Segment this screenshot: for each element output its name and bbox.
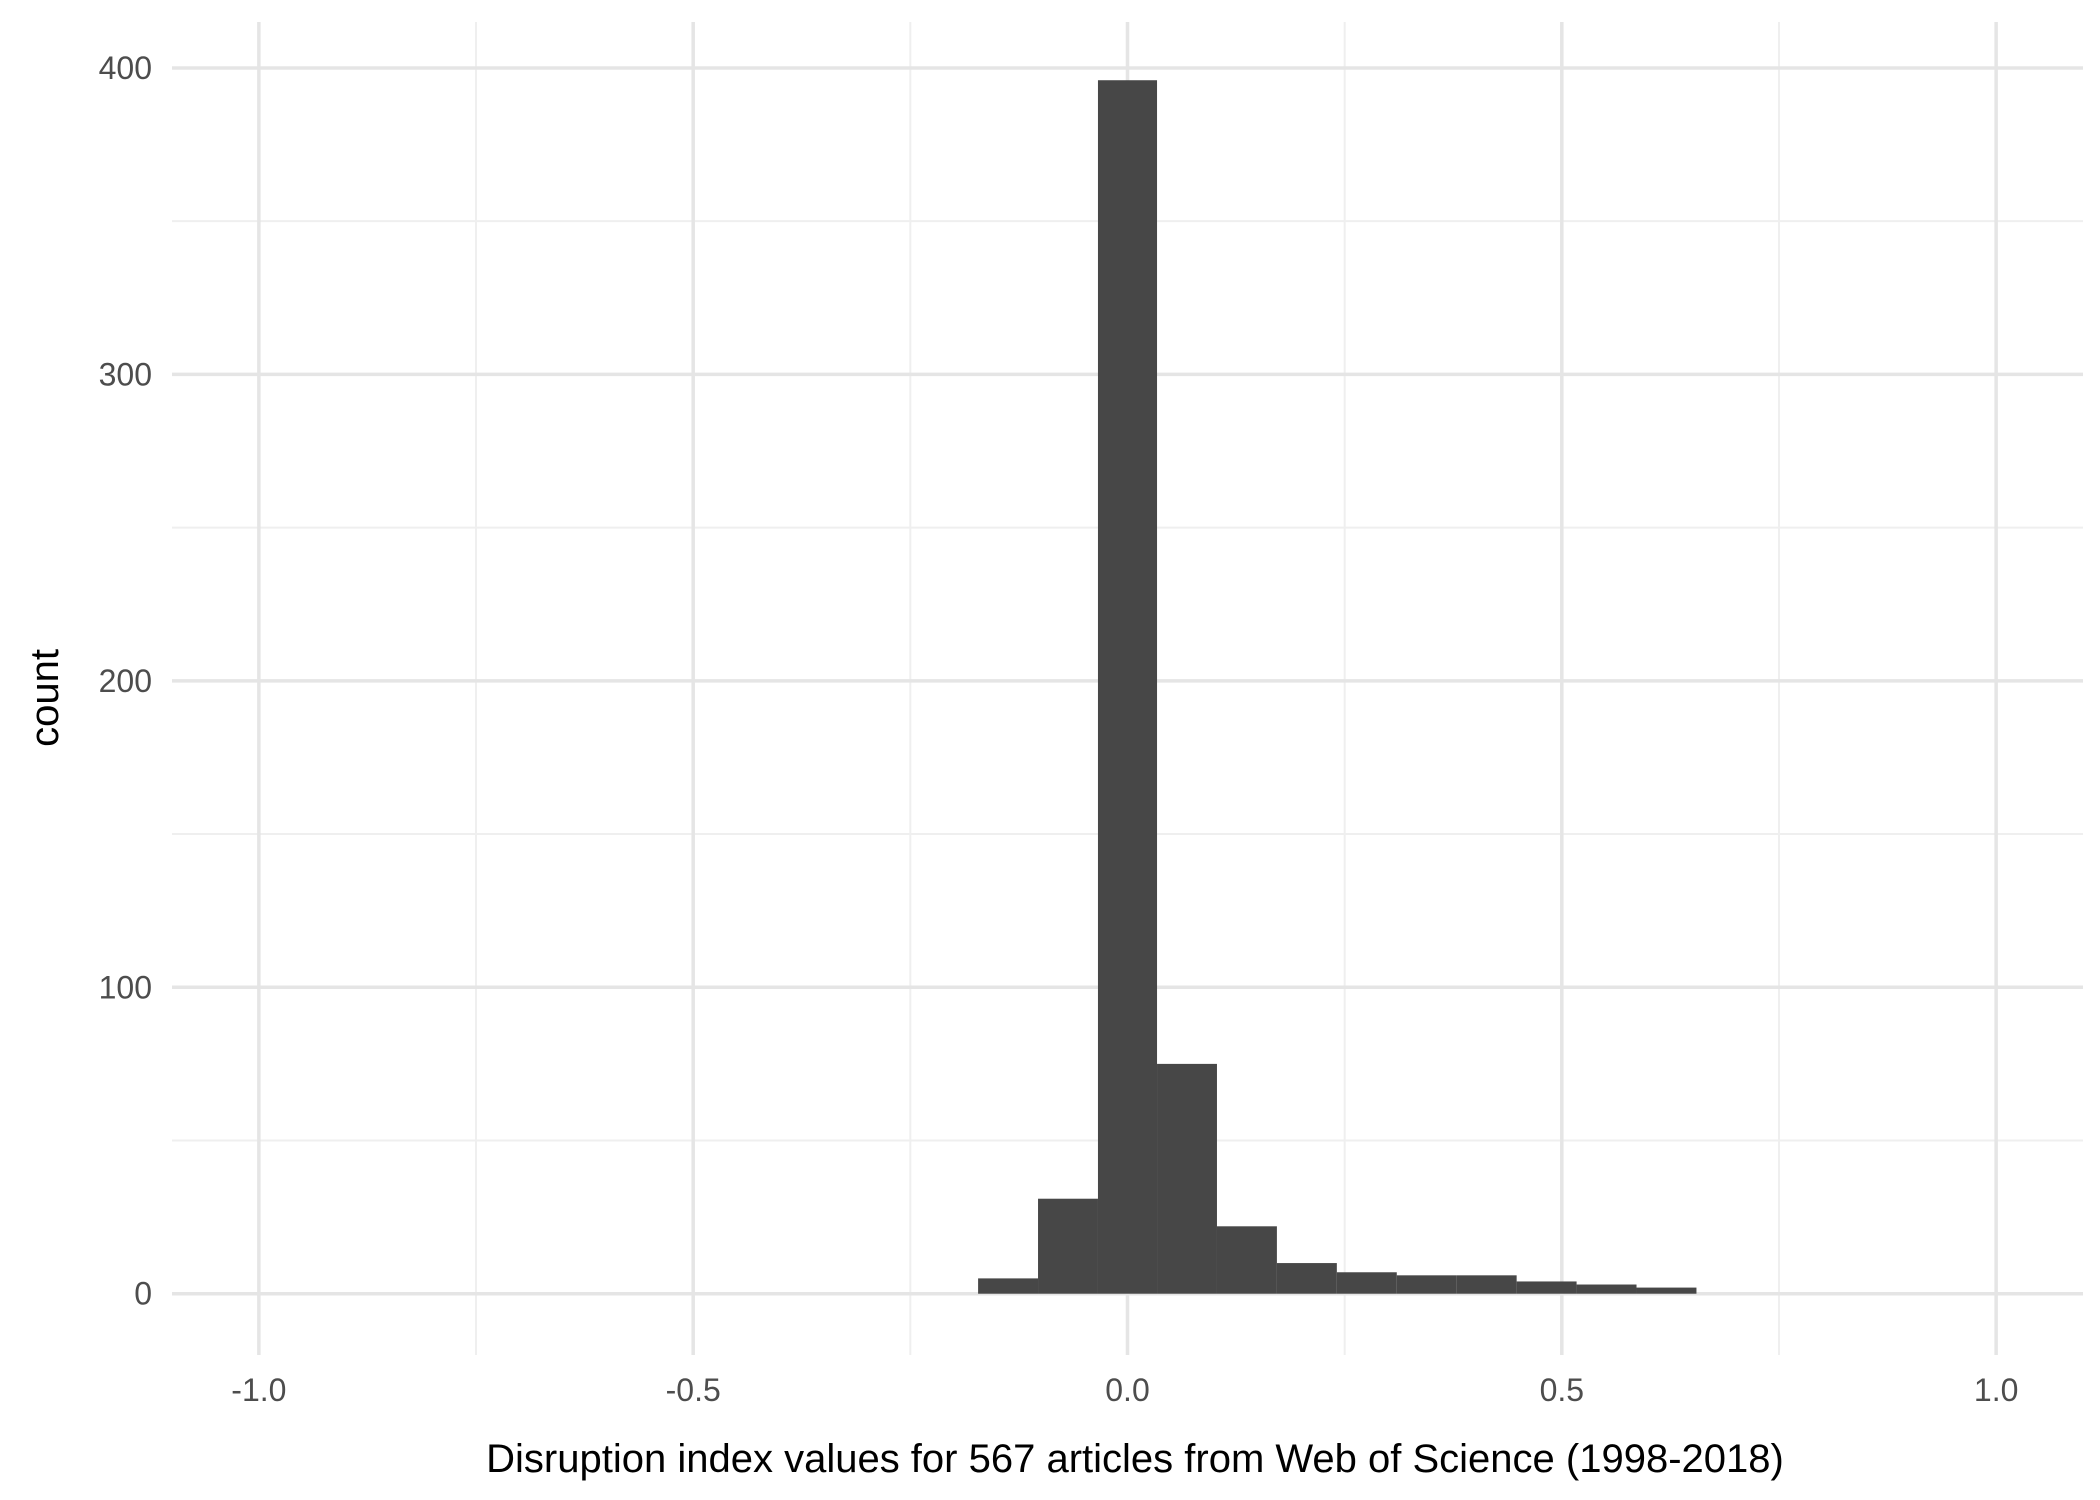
x-tick-label: 0.5 [1540, 1372, 1584, 1408]
histogram-bar [1157, 1063, 1217, 1294]
histogram-bar [1576, 1284, 1637, 1294]
y-tick-label: 0 [134, 1276, 152, 1312]
y-tick-label: 300 [99, 356, 152, 392]
histogram-bar [1636, 1287, 1697, 1294]
x-tick-label: 0.0 [1105, 1372, 1149, 1408]
histogram-bar [1396, 1275, 1457, 1294]
histogram-bar [978, 1278, 1039, 1294]
y-tick-label: 100 [99, 969, 152, 1005]
y-axis-title: count [23, 649, 67, 747]
x-axis-title: Disruption index values for 567 articles… [486, 1437, 1784, 1481]
histogram-bar [1516, 1281, 1577, 1294]
y-tick-label: 200 [99, 663, 152, 699]
x-tick-label: -1.0 [231, 1372, 286, 1408]
x-tick-label: 1.0 [1974, 1372, 2018, 1408]
y-axis-tick-labels: 0 100 200 300 400 [99, 50, 152, 1312]
histogram-bar [1336, 1272, 1397, 1294]
y-tick-label: 400 [99, 50, 152, 86]
histogram-bar [1097, 80, 1158, 1294]
histogram-bar [1216, 1226, 1277, 1294]
histogram-bars [978, 80, 1697, 1294]
x-tick-label: -0.5 [666, 1372, 721, 1408]
histogram-bar [1038, 1198, 1098, 1294]
histogram-bar [1456, 1275, 1517, 1294]
x-axis-tick-labels: -1.0 -0.5 0.0 0.5 1.0 [231, 1372, 2018, 1408]
histogram-bar [1276, 1263, 1337, 1294]
